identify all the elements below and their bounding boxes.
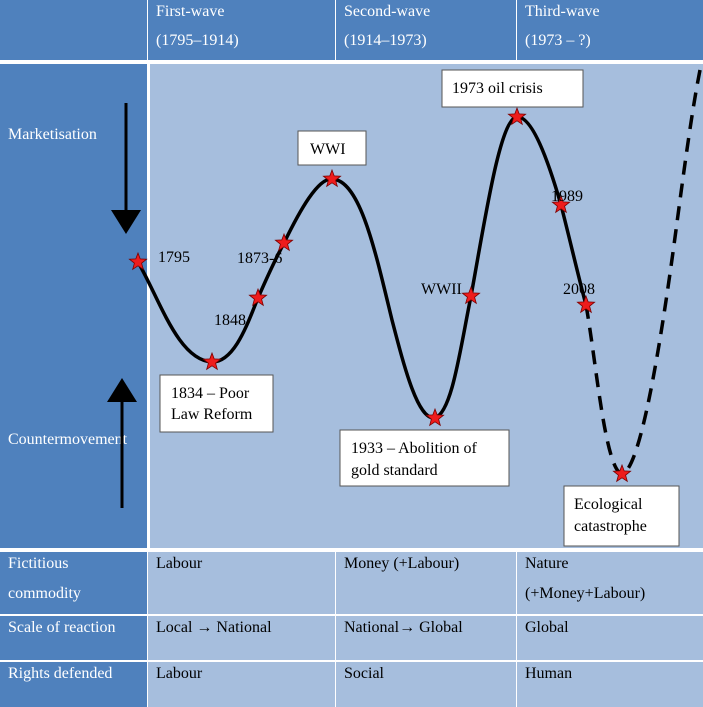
row-label: Rights defended [0, 662, 147, 707]
label-gold-1: 1933 – Abolition of [351, 440, 477, 457]
wwi-box [297, 130, 367, 166]
star-wwi-icon [322, 168, 342, 188]
label-eco-1: Ecological [574, 496, 643, 513]
marketisation-label: Marketisation [8, 126, 97, 143]
star-2008-icon [576, 294, 596, 314]
row-label: Scale of reaction [0, 616, 147, 660]
cell-text: Scale of reaction [8, 619, 116, 636]
header-left-blank [0, 0, 147, 60]
countermovement-label: Countermovement [8, 431, 128, 448]
cell-text: Fictitious [8, 555, 69, 572]
label-poor-law-2: Law Reform [171, 406, 253, 423]
third-wave-title: Third-wave [525, 3, 600, 20]
header-third-wave: Third-wave (1973 – ?) [517, 0, 703, 60]
label-2008: 2008 [563, 281, 595, 298]
poor-law-box [159, 374, 274, 433]
cell-text: Rights defended [8, 665, 113, 682]
star-1795-icon [128, 251, 148, 271]
wave-curve-solid [136, 115, 588, 420]
gold-standard-box [339, 429, 510, 487]
cell-text: Labour [156, 665, 203, 682]
star-1989-icon [551, 194, 571, 214]
table-cell: Human [517, 662, 703, 707]
star-1873-6-icon [274, 232, 294, 252]
label-gold-2: gold standard [351, 462, 438, 479]
second-wave-period: (1914–1973) [344, 32, 427, 49]
star-1933-icon [425, 407, 445, 427]
label-oil-crisis: 1973 oil crisis [452, 80, 543, 97]
label-wwii: WWII [421, 281, 462, 298]
table-cell: Global [517, 616, 703, 660]
star-ecological-icon [612, 463, 632, 483]
first-wave-period: (1795–1914) [156, 32, 239, 49]
wave-curve-dashed [584, 69, 702, 476]
label-1795: 1795 [158, 249, 190, 266]
cell-text: Labour [156, 555, 203, 572]
label-1873-6: 1873-6 [237, 250, 282, 267]
cell-text: Local → National [156, 619, 272, 636]
label-wwi: WWI [310, 141, 346, 158]
table-cell: Local → National [148, 616, 335, 660]
cell-text: Nature [525, 555, 569, 572]
star-1973-icon [507, 106, 527, 126]
label-poor-law-1: 1834 – Poor [171, 385, 250, 402]
table-cell: Nature (+Money+Labour) [517, 552, 703, 614]
table-cell: Money (+Labour) [336, 552, 516, 614]
cell-text: (+Money+Labour) [525, 585, 646, 602]
header-first-wave: First-wave (1795–1914) [148, 0, 335, 60]
row-label: Fictitious commodity [0, 552, 147, 614]
table-cell: National→ Global [336, 616, 516, 660]
star-1834-icon [202, 351, 222, 371]
star-1848-icon [248, 287, 268, 307]
second-wave-title: Second-wave [344, 3, 431, 20]
cell-text: commodity [8, 585, 81, 602]
cell-text: National→ Global [344, 619, 463, 636]
star-wwii-icon [461, 285, 481, 305]
cell-text: Global [525, 619, 569, 636]
label-eco-2: catastrophe [574, 518, 647, 535]
first-wave-title: First-wave [156, 3, 225, 20]
third-wave-period: (1973 – ?) [525, 32, 591, 49]
oil-crisis-box [441, 69, 584, 108]
label-1848: 1848 [214, 312, 246, 329]
cell-text: Social [344, 665, 384, 682]
cell-text: Money (+Labour) [344, 555, 460, 572]
cell-text: Human [525, 665, 573, 682]
header-second-wave: Second-wave (1914–1973) [336, 0, 516, 60]
label-1989: 1989 [551, 188, 583, 205]
table-cell: Labour [148, 552, 335, 614]
table-cell: Labour [148, 662, 335, 707]
table-cell: Social [336, 662, 516, 707]
ecological-box [563, 485, 680, 547]
